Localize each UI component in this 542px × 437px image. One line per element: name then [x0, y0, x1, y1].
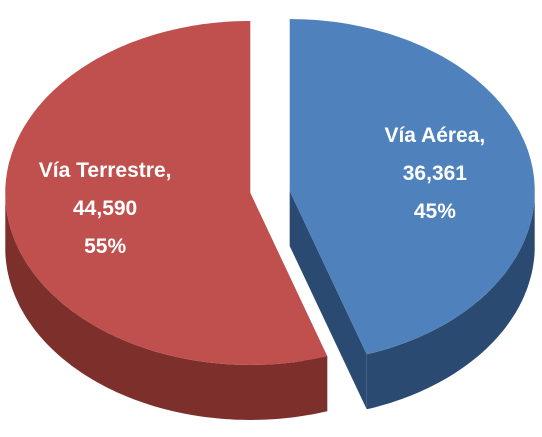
- data-label-percent: 55%: [84, 235, 126, 258]
- data-label-value: 36,361: [403, 162, 468, 185]
- data-label-percent: 45%: [414, 200, 456, 223]
- slice: [5, 21, 328, 365]
- slice-wall: [5, 193, 328, 420]
- slice-wall: [366, 191, 535, 410]
- slice-cut-face: [289, 191, 367, 410]
- data-label-value: 44,590: [73, 197, 137, 220]
- data-label-name: Vía Terrestre,: [39, 159, 172, 182]
- data-label-name: Vía Aérea,: [384, 124, 485, 147]
- slice: [289, 19, 535, 355]
